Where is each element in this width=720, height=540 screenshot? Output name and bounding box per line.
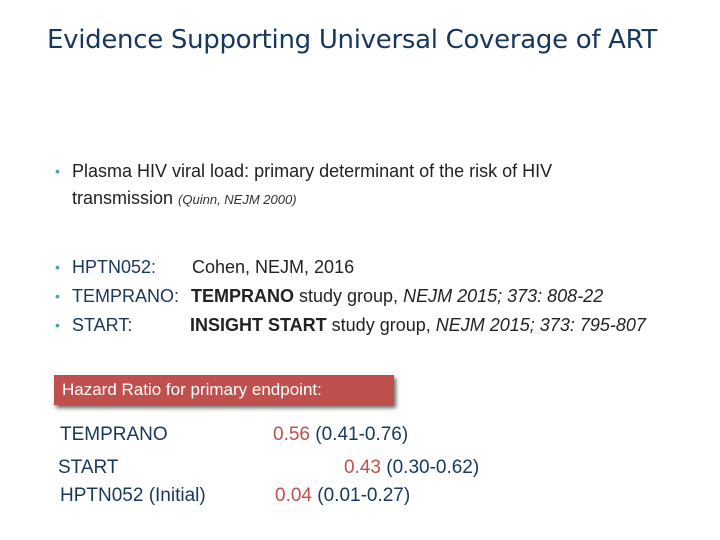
hazard-ci: (0.01-0.27) <box>317 485 411 506</box>
trial-citation: NEJM 2015; 373: 808-22 <box>403 286 604 306</box>
bullet-icon: • <box>55 317 60 333</box>
hazard-value: 0.43 <box>344 457 381 478</box>
bullet-icon: • <box>55 163 60 179</box>
trial-source: Cohen, NEJM, 2016 <box>192 253 354 282</box>
trial-name: TEMPRANO: <box>72 286 180 306</box>
slide-title: Evidence Supporting Universal Coverage o… <box>47 25 658 55</box>
hazard-value-hptn052: 0.04 (0.01-0.27) <box>275 484 410 508</box>
hazard-name: TEMPRANO <box>60 424 168 445</box>
hazard-name-start: START <box>58 456 119 480</box>
trial-source-group: TEMPRANO <box>191 286 294 306</box>
hazard-ratio-header: Hazard Ratio for primary endpoint: <box>54 375 394 405</box>
trials-list: • HPTN052: Cohen, NEJM, 2016 • TEMPRANO:… <box>55 253 646 340</box>
hazard-name: START <box>58 457 119 478</box>
trial-name: START: <box>72 315 133 335</box>
trial-source: INSIGHT START study group, NEJM 2015; 37… <box>190 311 646 340</box>
trial-name: HPTN052: <box>72 257 157 277</box>
trial-source-text: study group, <box>326 315 436 335</box>
bullet-icon: • <box>55 259 60 275</box>
trial-source: TEMPRANO study group, NEJM 2015; 373: 80… <box>191 282 603 311</box>
trial-source-text: Cohen, NEJM, 2016 <box>192 257 355 277</box>
intro-bullet: • Plasma HIV viral load: primary determi… <box>55 158 552 213</box>
trial-citation: NEJM 2015; 373: 795-807 <box>435 315 646 335</box>
trial-row-temprano: • TEMPRANO: TEMPRANO study group, NEJM 2… <box>55 282 603 311</box>
hazard-value-temprano: 0.56 (0.41-0.76) <box>273 423 408 447</box>
hazard-name: HPTN052 (Initial) <box>60 485 206 506</box>
trial-source-text: study group, <box>294 286 404 306</box>
intro-text-cont: transmission <box>72 188 174 208</box>
trial-row-hptn052: • HPTN052: Cohen, NEJM, 2016 <box>55 253 354 282</box>
bullet-icon: • <box>55 288 60 304</box>
intro-reference: (Quinn, NEJM 2000) <box>178 192 297 207</box>
hazard-ci: (0.30-0.62) <box>386 457 480 478</box>
hazard-value-start: 0.43 (0.30-0.62) <box>344 456 479 480</box>
hazard-name-hptn052: HPTN052 (Initial) <box>60 484 206 508</box>
hazard-value: 0.56 <box>273 424 310 445</box>
hazard-name-temprano: TEMPRANO <box>60 423 168 447</box>
trial-row-start: • START: INSIGHT START study group, NEJM… <box>55 311 646 340</box>
intro-line-cont: transmission (Quinn, NEJM 2000) <box>55 185 552 213</box>
trial-source-group: INSIGHT START <box>190 315 327 335</box>
hazard-ci: (0.41-0.76) <box>315 424 409 445</box>
hazard-value: 0.04 <box>275 485 312 506</box>
intro-line: • Plasma HIV viral load: primary determi… <box>55 158 552 185</box>
intro-text: Plasma HIV viral load: primary determina… <box>72 161 553 181</box>
